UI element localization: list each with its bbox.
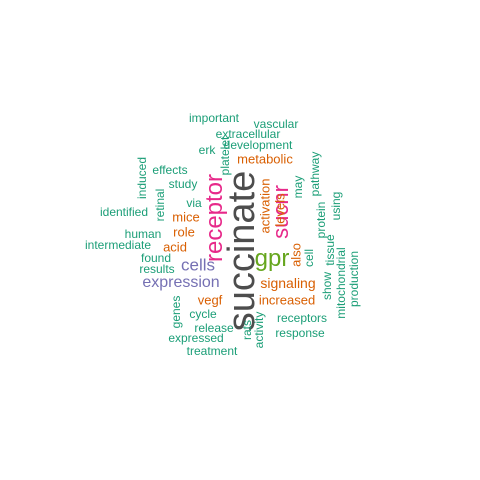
- word-receptor: receptor: [201, 173, 228, 263]
- word-show: show: [320, 271, 334, 301]
- word-expressed: expressed: [168, 331, 224, 345]
- word-gpr: gpr: [254, 245, 290, 272]
- word-also: also: [288, 243, 304, 267]
- word-intermediate: intermediate: [84, 238, 152, 252]
- word-identified: identified: [99, 205, 149, 219]
- word-levels: levels: [272, 193, 288, 227]
- word-expression: expression: [142, 274, 220, 291]
- word-extracellular: extracellular: [215, 127, 281, 141]
- word-vegf: vegf: [197, 292, 223, 308]
- word-pathway: pathway: [308, 151, 322, 197]
- word-vascular: vascular: [253, 117, 299, 131]
- word-metabolic: metabolic: [237, 151, 293, 167]
- word-production: production: [347, 250, 361, 308]
- word-erk: erk: [198, 143, 216, 157]
- word-signaling: signaling: [260, 275, 316, 291]
- word-human: human: [124, 227, 162, 241]
- word-effects: effects: [152, 163, 188, 177]
- word-study: study: [168, 177, 198, 191]
- word-cells: cells: [180, 255, 216, 275]
- word-retinal: retinal: [153, 188, 167, 222]
- word-increased: increased: [258, 292, 316, 308]
- word-protein: protein: [314, 201, 328, 239]
- word-may: may: [291, 175, 305, 199]
- word-release: release: [194, 321, 234, 335]
- word-induced: induced: [135, 156, 149, 200]
- word-via: via: [186, 196, 202, 210]
- word-mice: mice: [172, 209, 200, 225]
- word-platelet: platelet: [218, 136, 232, 176]
- word-genes: genes: [169, 295, 183, 329]
- word-acid: acid: [163, 239, 187, 255]
- word-cell: cell: [302, 248, 316, 268]
- word-receptors: receptors: [276, 311, 328, 325]
- word-cycle: cycle: [189, 307, 217, 321]
- word-development: development: [223, 138, 293, 152]
- word-mitochondrial: mitochondrial: [334, 247, 348, 319]
- word-results: results: [139, 262, 175, 276]
- word-response: response: [275, 326, 325, 340]
- word-using: using: [329, 191, 343, 221]
- word-treatment: treatment: [186, 344, 238, 358]
- word-found: found: [140, 251, 172, 265]
- word-important: important: [188, 111, 240, 125]
- word-activation: activation: [257, 178, 273, 234]
- word-role: role: [173, 224, 195, 240]
- word-activity: activity: [252, 311, 266, 349]
